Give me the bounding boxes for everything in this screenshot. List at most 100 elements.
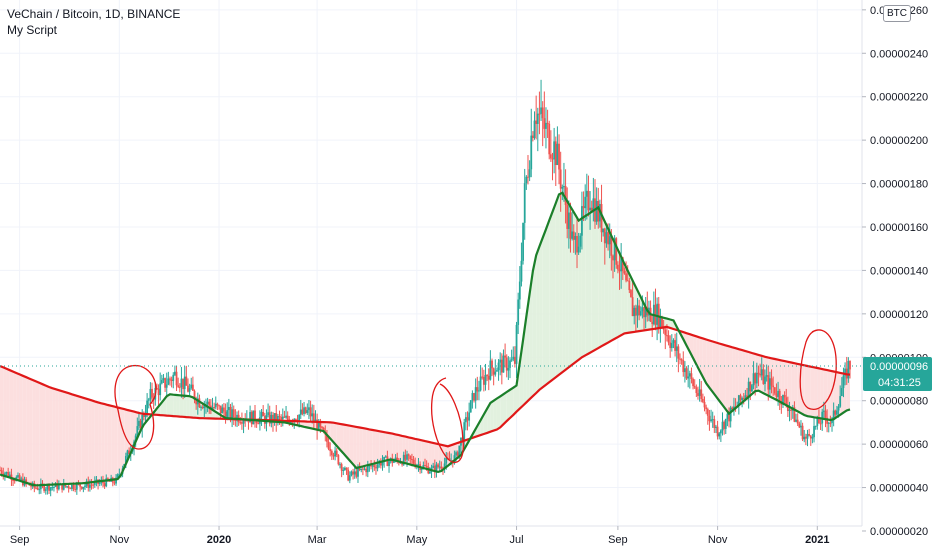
- ma-fill-segment: [372, 429, 376, 464]
- candle-body: [433, 465, 436, 473]
- candle-body: [674, 340, 676, 351]
- candle-body: [633, 307, 636, 317]
- ma-fill-segment: [101, 403, 105, 482]
- candle-body: [160, 380, 163, 384]
- candle-body: [87, 481, 90, 488]
- ma-fill-segment: [559, 192, 563, 375]
- currency-badge[interactable]: BTC: [883, 5, 911, 22]
- fast-moving-average-line: [0, 191, 851, 487]
- time-axis-tick-label: 2021: [805, 534, 829, 546]
- candle-body: [402, 454, 405, 465]
- price-axis-background: [862, 0, 932, 550]
- candle-body: [156, 388, 158, 390]
- ma-fill-segment: [712, 341, 716, 397]
- ma-fill-segment: [732, 347, 736, 411]
- ma-fill-segment: [389, 432, 393, 460]
- candle-body: [252, 410, 255, 425]
- candle-body: [746, 395, 748, 398]
- candle-body: [600, 204, 603, 233]
- time-axis-tick-label: Sep: [10, 534, 30, 546]
- candle-body: [244, 420, 247, 422]
- candle-body: [396, 457, 399, 460]
- candle-body: [595, 200, 598, 222]
- ma-fill-segment: [379, 431, 383, 463]
- candle-body: [538, 113, 541, 115]
- candle-body: [631, 297, 634, 317]
- candle-body: [517, 299, 520, 325]
- candle-body: [4, 473, 6, 476]
- candle-body: [558, 143, 560, 170]
- candle-body: [826, 417, 829, 424]
- ma-fill-segment: [392, 433, 396, 461]
- candle-body: [278, 416, 281, 418]
- candle-body: [368, 465, 371, 467]
- candle-body: [572, 231, 575, 240]
- ma-fill-segment: [411, 438, 416, 466]
- candle-body: [304, 407, 307, 413]
- ma-fill-segment: [349, 425, 354, 465]
- candle-body: [510, 359, 513, 361]
- candle-body: [358, 468, 361, 470]
- ma-fill-segment: [9, 370, 14, 479]
- candle-body: [801, 425, 804, 440]
- candle-body: [17, 475, 19, 477]
- candle-body: [379, 461, 382, 466]
- candle-body: [566, 204, 569, 229]
- candle-body: [703, 401, 706, 408]
- candle-body: [170, 379, 173, 381]
- candle-body: [337, 454, 340, 465]
- candle-body: [80, 486, 83, 489]
- candle-body: [376, 464, 379, 469]
- candle-body: [309, 407, 312, 417]
- ma-fill-segment: [3, 367, 7, 477]
- candle-body: [795, 419, 797, 422]
- candle-body: [692, 378, 694, 387]
- candle-body: [458, 445, 461, 457]
- candle-body: [432, 465, 435, 468]
- ma-fill-segment: [425, 441, 429, 470]
- candle-body: [469, 400, 472, 413]
- symbol-title[interactable]: VeChain / Bitcoin, 1D, BINANCE: [7, 7, 181, 21]
- candle-body: [267, 412, 269, 416]
- ma-fill-segment: [330, 422, 334, 443]
- candle-body: [118, 474, 121, 476]
- candle-body: [84, 485, 86, 487]
- candle-body: [579, 235, 582, 247]
- candle-body: [819, 423, 822, 425]
- ma-fill-segment: [513, 385, 517, 415]
- candle-body: [61, 483, 64, 490]
- ma-fill-segment: [385, 432, 390, 461]
- ma-fill-segment: [170, 394, 174, 417]
- ma-fill-segment: [415, 438, 419, 467]
- candle-body: [361, 468, 364, 470]
- candle-body: [775, 393, 778, 397]
- ma-fill-segment: [490, 400, 494, 432]
- candle-body: [348, 475, 351, 481]
- candle-body: [257, 423, 260, 425]
- candle-body: [759, 374, 761, 376]
- candle-body: [571, 231, 574, 239]
- candle-body: [435, 464, 438, 473]
- candle-body: [487, 375, 490, 380]
- candle-body: [773, 387, 776, 394]
- candle-body: [559, 169, 562, 189]
- ma-fill-segment: [111, 405, 115, 480]
- ma-fill-segment: [604, 221, 609, 345]
- candle-body: [831, 418, 833, 423]
- candle-body: [564, 186, 567, 205]
- candle-body: [384, 456, 387, 458]
- ma-fill-segment: [42, 384, 46, 486]
- candle-body: [721, 421, 724, 431]
- price-axis-tick-label: 0.00000060: [870, 439, 928, 451]
- ma-fill-segment: [562, 192, 566, 373]
- time-axis: Sep Nov 2020 Mar May Jul Sep Nov 2021: [0, 525, 862, 550]
- candle-body: [473, 393, 475, 401]
- ma-fill-segment: [591, 209, 595, 352]
- indicator-name[interactable]: My Script: [7, 23, 58, 37]
- candle-body: [731, 407, 734, 410]
- candle-body: [316, 419, 319, 431]
- ma-fill-segment: [81, 397, 85, 484]
- candle-body: [339, 464, 341, 466]
